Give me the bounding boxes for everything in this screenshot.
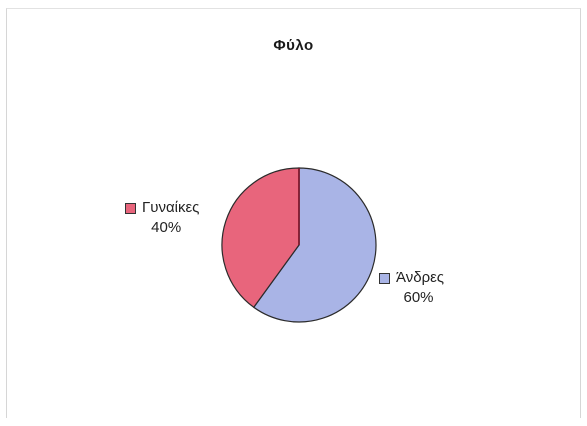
slice-name-women: Γυναίκες	[142, 199, 200, 216]
pie-slice-men	[252, 167, 377, 323]
pie-chart	[221, 167, 377, 323]
legend-swatch-men	[379, 272, 390, 284]
slice-label-women: Γυναίκες 40%	[125, 198, 199, 239]
pie-slice-women	[221, 167, 300, 309]
chart-area: Φύλο Γυναίκες 40% Άνδρες 60%	[6, 8, 581, 418]
chart-title: Φύλο	[273, 37, 314, 54]
slice-percent-men: 60%	[403, 289, 434, 307]
slice-label-men: Άνδρες 60%	[379, 268, 444, 309]
slice-percent-women: 40%	[151, 219, 182, 237]
slice-name-men: Άνδρες	[396, 269, 445, 286]
legend-swatch-women	[125, 202, 136, 214]
